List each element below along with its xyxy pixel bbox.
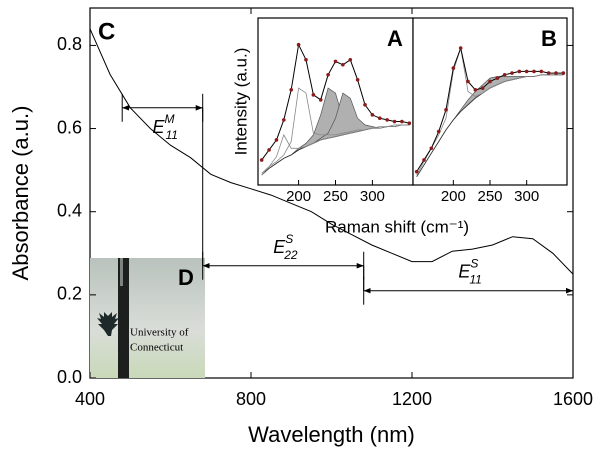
data-point [377, 116, 382, 120]
annotation-sup: S [470, 257, 478, 271]
test-tube [118, 258, 129, 378]
data-point [488, 79, 492, 84]
data-point [532, 69, 536, 74]
panel-label: B [541, 26, 557, 51]
x-tick-label: 200 [286, 188, 311, 205]
data-point [333, 59, 338, 64]
data-point [539, 69, 544, 74]
data-point [444, 108, 448, 112]
y-tick-label: 0.4 [57, 200, 82, 220]
data-point [318, 98, 323, 102]
annotation-sup: M [164, 112, 174, 126]
annotation-sub: 11 [469, 273, 481, 287]
data-point [554, 71, 558, 75]
x-tick-label: 250 [323, 188, 348, 205]
annotation-text: E [152, 117, 165, 137]
data-point [392, 119, 397, 124]
annotation-label: ES 22 [273, 232, 298, 262]
photo-text: Connecticut [130, 342, 183, 354]
data-point [296, 42, 301, 47]
logo [97, 312, 119, 336]
data-point [524, 69, 529, 74]
x-tick-label: 300 [360, 188, 385, 205]
data-point [274, 138, 279, 142]
data-point [495, 76, 500, 80]
annotation-label: EM 11 [152, 112, 177, 142]
annotation-sub: 22 [283, 248, 298, 262]
data-point [429, 146, 434, 151]
data-point [355, 77, 360, 82]
data-point [385, 118, 389, 122]
inset-frame [412, 17, 568, 186]
data-point [400, 119, 404, 124]
x-tick-label: 800 [236, 389, 266, 409]
data-point [502, 72, 507, 77]
annotation-label: ES 11 [458, 257, 482, 287]
data-point [267, 148, 271, 152]
y-tick-label: 0.8 [57, 34, 82, 54]
data-point [363, 103, 367, 107]
data-point [341, 62, 345, 67]
x-axis-label: Wavelength (nm) [248, 422, 415, 447]
annotation-text: E [273, 237, 286, 257]
data-point [282, 118, 286, 122]
y-tick-label: 0.6 [57, 117, 82, 137]
data-point [348, 57, 353, 62]
tube-highlight [120, 258, 123, 286]
data-point [326, 72, 330, 77]
annotation-sub: 11 [165, 128, 177, 142]
data-point [370, 113, 375, 117]
x-tick-label: 1600 [553, 389, 593, 409]
data-point [407, 121, 412, 126]
data-point [510, 71, 514, 75]
component-line [416, 47, 564, 176]
annotation-text: E [458, 261, 471, 281]
panel-label: D [178, 265, 194, 290]
data-point [480, 86, 485, 90]
photo-text: University of [130, 327, 189, 339]
data-point [561, 71, 566, 75]
x-tick-label: 400 [75, 389, 105, 409]
data-point [458, 46, 463, 50]
data-point [259, 158, 264, 162]
data-point [289, 88, 294, 92]
x-tick-label: 1200 [392, 389, 432, 409]
data-point [546, 71, 551, 75]
plot-frame [89, 7, 574, 379]
x-tick-label: 300 [514, 188, 539, 205]
data-point [414, 169, 419, 174]
data-point [517, 69, 522, 74]
annotation-sup: S [285, 232, 293, 246]
data-point [436, 129, 441, 134]
x-axis-label: Raman shift (cm⁻¹) [325, 217, 469, 236]
panel-label: A [387, 26, 403, 51]
component-line [261, 124, 410, 176]
data-point [304, 57, 308, 62]
data-point [466, 79, 470, 84]
y-axis-label: Absorbance (a.u.) [8, 106, 33, 281]
y-tick-label: 0.2 [57, 284, 82, 304]
x-tick-label: 200 [441, 188, 466, 205]
y-axis-label: Intensity (a.u.) [231, 48, 250, 156]
data-point [311, 93, 316, 97]
y-tick-label: 0.0 [57, 367, 82, 387]
absorbance-line [89, 28, 574, 275]
panel-label: C [98, 18, 115, 45]
data-point [473, 88, 478, 92]
data-point [422, 158, 426, 162]
x-tick-label: 250 [477, 188, 502, 205]
data-point [451, 66, 456, 70]
component-line [261, 87, 410, 174]
photo: University of Connecticut D [90, 258, 205, 378]
